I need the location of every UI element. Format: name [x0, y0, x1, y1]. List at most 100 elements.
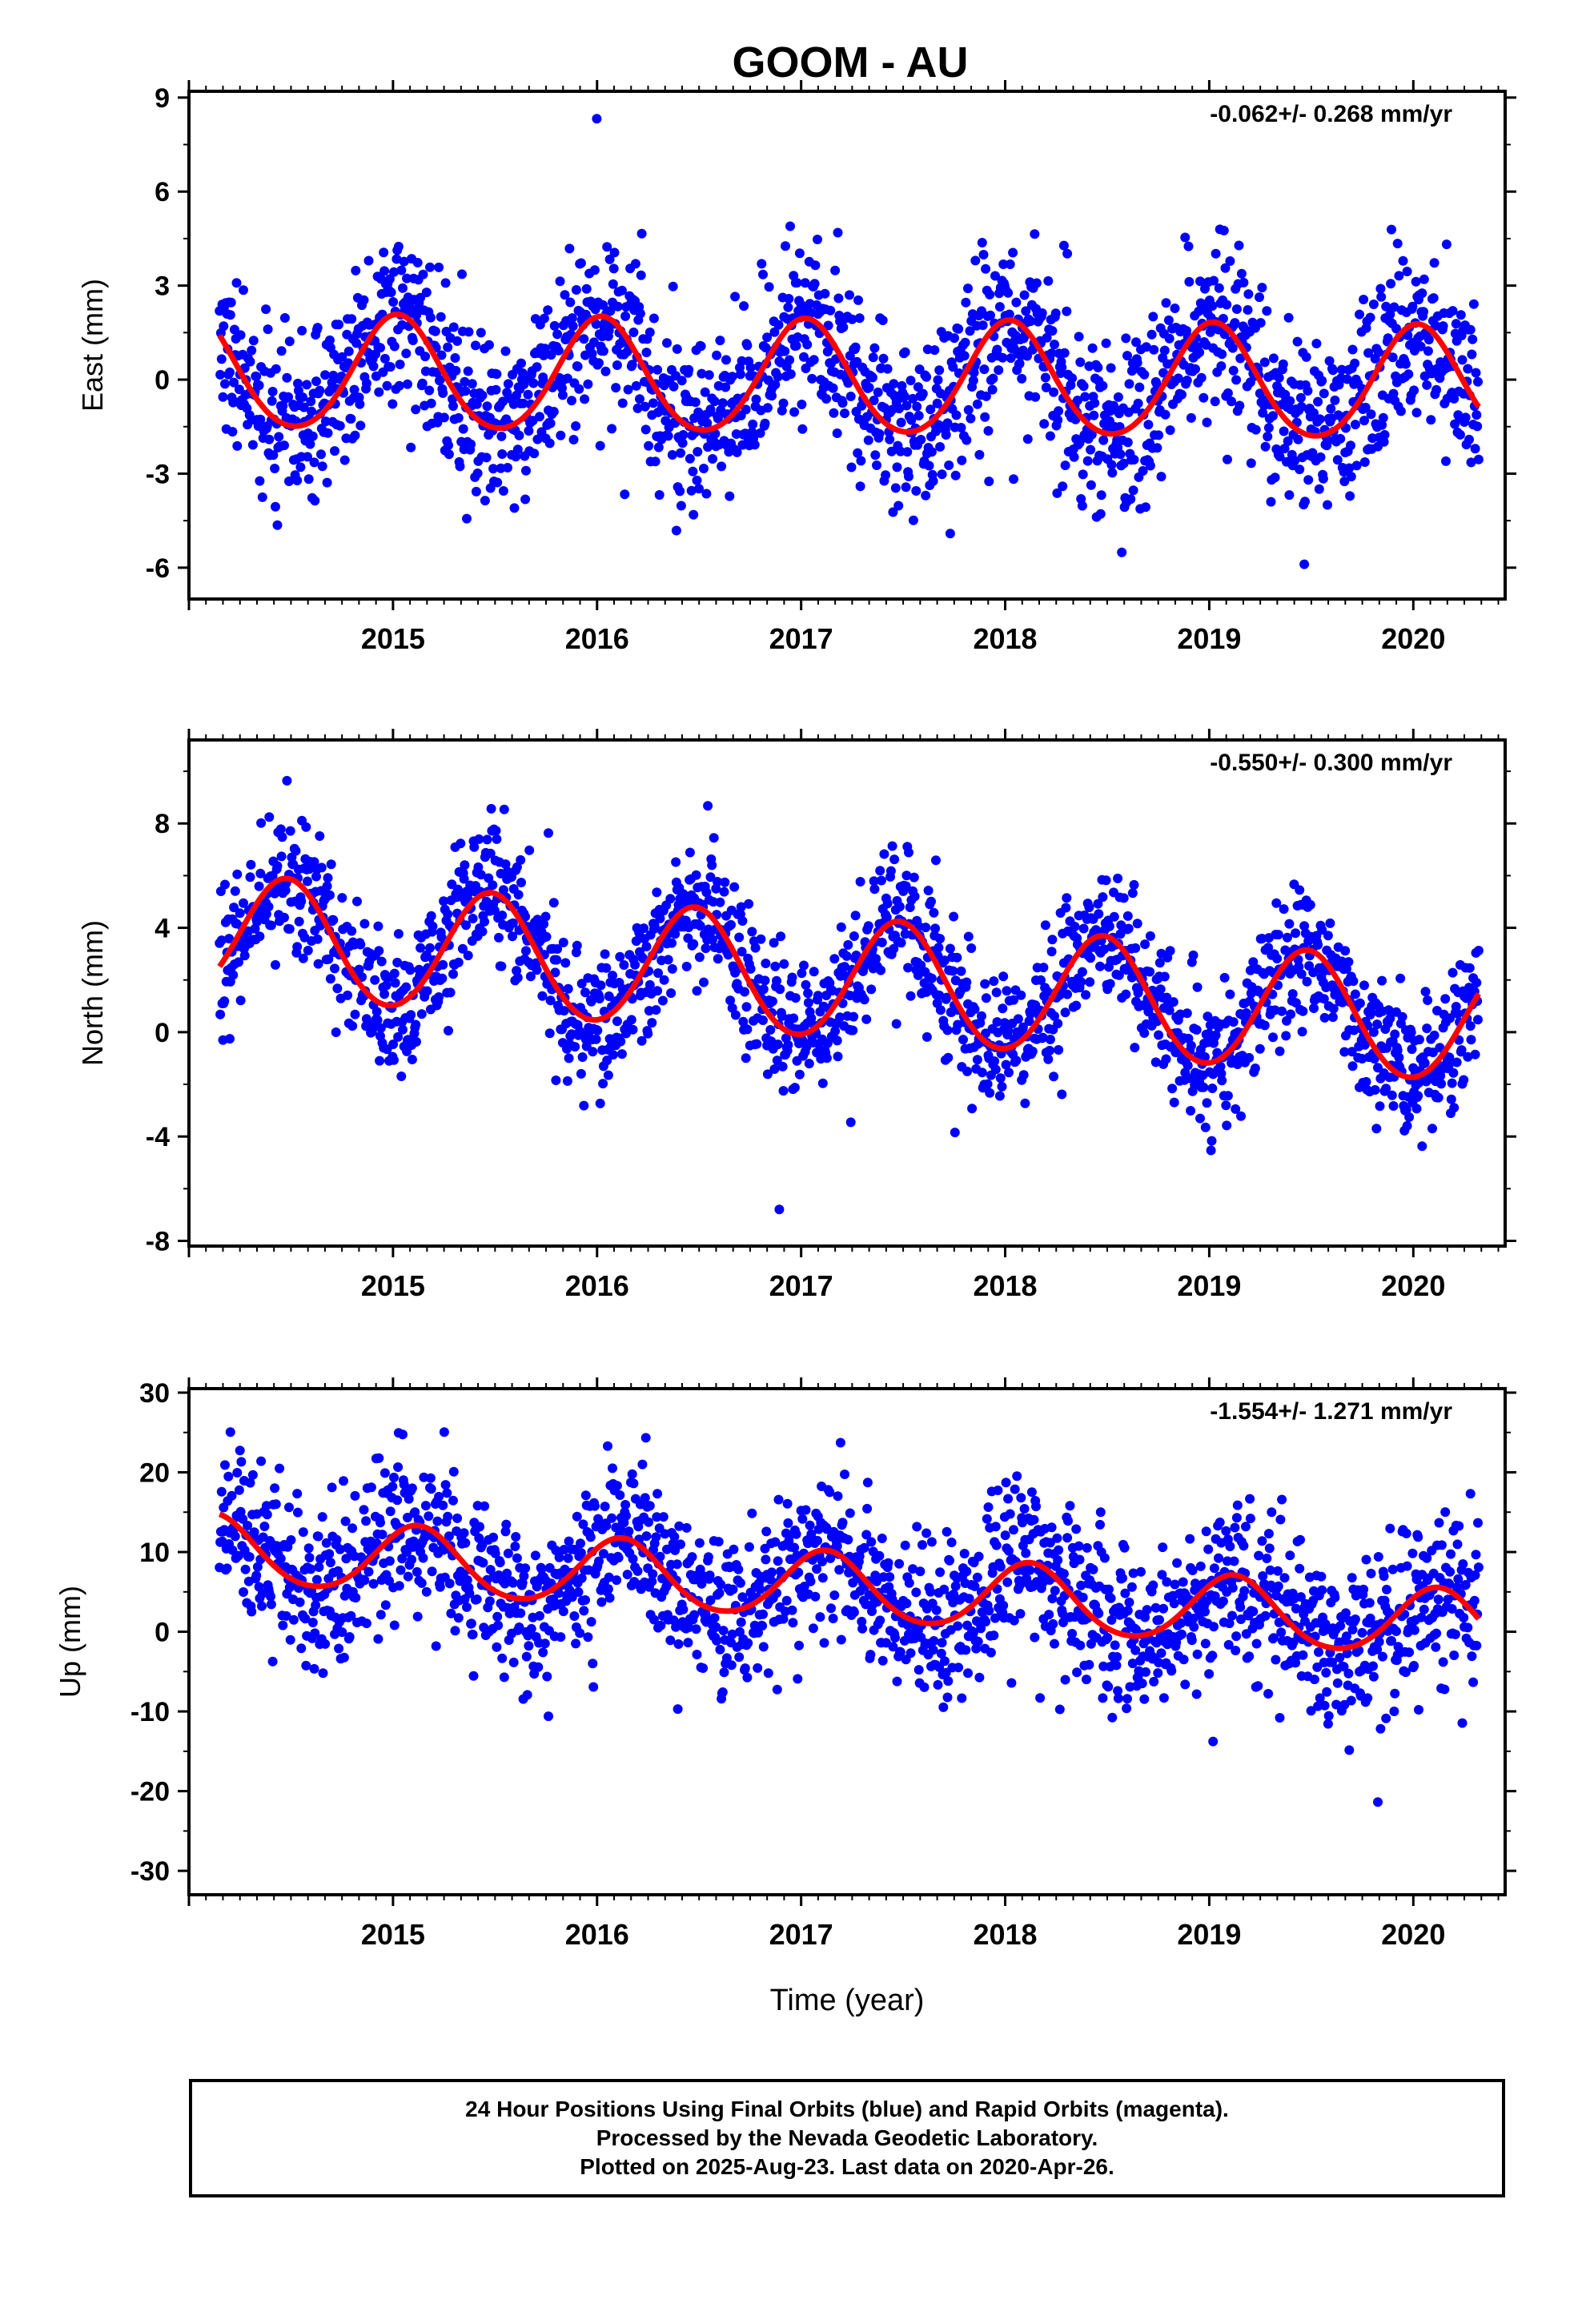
- data-point: [1094, 909, 1104, 919]
- data-point: [292, 1489, 303, 1499]
- data-point: [889, 943, 899, 954]
- data-point: [230, 886, 240, 896]
- data-point: [640, 424, 651, 435]
- data-point: [888, 507, 898, 517]
- data-point: [374, 946, 384, 956]
- data-point: [396, 1072, 407, 1081]
- data-point: [773, 1494, 784, 1505]
- data-point: [1248, 957, 1259, 967]
- data-point: [453, 412, 464, 423]
- data-point: [671, 857, 681, 867]
- data-point: [621, 1510, 631, 1521]
- data-point: [1301, 352, 1311, 362]
- data-point: [1346, 472, 1356, 482]
- data-point: [620, 311, 631, 321]
- data-point: [418, 269, 428, 279]
- data-point: [805, 1576, 816, 1586]
- data-point: [403, 379, 412, 389]
- data-point: [881, 912, 892, 923]
- data-point: [1411, 408, 1422, 418]
- data-point: [952, 952, 962, 963]
- data-point: [807, 373, 817, 384]
- data-point: [699, 977, 709, 987]
- data-point: [765, 1025, 776, 1035]
- data-point: [1101, 338, 1111, 348]
- data-point: [774, 1204, 785, 1215]
- data-point: [745, 963, 756, 974]
- data-point: [977, 1011, 986, 1021]
- data-point: [235, 1445, 245, 1456]
- data-point: [909, 872, 919, 883]
- data-point: [384, 274, 395, 284]
- data-point: [332, 983, 343, 994]
- data-point: [912, 401, 922, 412]
- data-point: [1295, 464, 1305, 475]
- data-point: [281, 1610, 291, 1621]
- data-point: [1293, 955, 1303, 965]
- data-point: [1347, 1061, 1358, 1072]
- data-point: [790, 993, 801, 1003]
- north-panel-frame: [187, 738, 1507, 1248]
- data-point: [1465, 324, 1476, 335]
- data-point: [1297, 1027, 1307, 1037]
- data-point: [830, 265, 841, 275]
- data-point: [311, 871, 321, 882]
- data-point: [245, 356, 255, 367]
- data-point: [809, 355, 819, 365]
- data-point: [717, 1687, 728, 1697]
- data-point: [1122, 437, 1133, 448]
- data-point: [245, 872, 255, 883]
- data-point: [503, 463, 512, 472]
- data-point: [339, 1476, 348, 1486]
- data-point: [1165, 425, 1175, 436]
- data-point: [516, 854, 526, 865]
- data-point: [346, 414, 356, 424]
- data-point: [488, 880, 498, 891]
- data-point: [315, 831, 325, 841]
- data-point: [1214, 283, 1224, 293]
- x-tick-label: 2016: [565, 1269, 629, 1302]
- data-point: [1123, 923, 1134, 934]
- data-point: [977, 1068, 987, 1078]
- data-point: [591, 1034, 601, 1044]
- data-point: [512, 1553, 522, 1563]
- data-point: [705, 872, 716, 883]
- data-point: [232, 869, 243, 879]
- data-point: [347, 314, 357, 324]
- data-point: [684, 1622, 694, 1633]
- data-point: [565, 297, 576, 308]
- data-point: [689, 509, 699, 520]
- data-point: [392, 1495, 403, 1506]
- up-panel-points: [215, 1389, 1484, 1807]
- data-point: [980, 412, 990, 422]
- data-point: [439, 1427, 449, 1437]
- data-point: [923, 886, 934, 895]
- data-point: [669, 1532, 680, 1542]
- data-point: [678, 430, 689, 440]
- data-point: [236, 1457, 247, 1467]
- data-point: [603, 1441, 612, 1451]
- data-point: [1062, 893, 1072, 903]
- data-point: [988, 373, 998, 384]
- data-point: [444, 440, 453, 451]
- data-point: [325, 335, 335, 345]
- data-point: [921, 1031, 932, 1042]
- data-point: [267, 387, 278, 396]
- data-point: [602, 1055, 612, 1066]
- data-point: [1239, 277, 1249, 287]
- data-point: [368, 1578, 379, 1589]
- north-panel-ylabel: North (mm): [76, 920, 109, 1066]
- data-point: [1359, 416, 1369, 426]
- data-point: [359, 919, 370, 929]
- data-point: [655, 913, 665, 923]
- data-point: [349, 384, 359, 395]
- data-point: [1366, 1008, 1376, 1018]
- data-point: [769, 1064, 780, 1074]
- data-point: [395, 360, 405, 369]
- data-point: [821, 1053, 832, 1063]
- data-point: [1360, 402, 1371, 412]
- data-point: [770, 961, 781, 971]
- data-point: [1386, 279, 1396, 289]
- data-point: [677, 438, 688, 448]
- data-point: [1087, 343, 1098, 353]
